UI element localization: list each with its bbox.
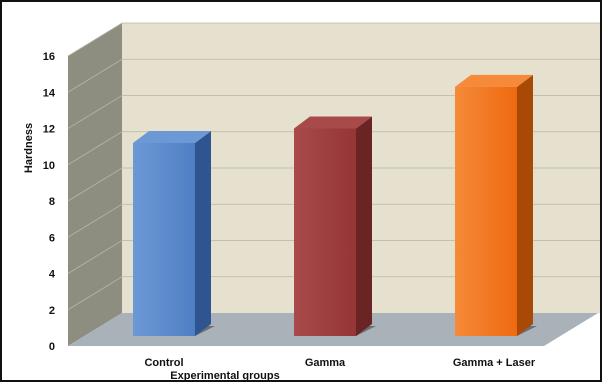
bar-front [294, 128, 356, 336]
bars-group [133, 74, 537, 336]
bar-gamma [294, 116, 376, 336]
gridline [67, 276, 600, 311]
y-tick-label: 4 [49, 269, 56, 281]
gridline [67, 167, 600, 202]
bar-top [455, 74, 533, 87]
x-tick-labels: Control Gamma Gamma + Laser [144, 357, 535, 369]
gridline [67, 95, 600, 129]
bar-gamma-laser [455, 74, 537, 336]
gridlines [67, 22, 600, 311]
y-tick-label: 12 [43, 124, 55, 136]
bar-control [133, 131, 215, 336]
y-tick-label: 0 [49, 341, 55, 353]
y-tick-label: 16 [43, 51, 55, 63]
gridline [67, 203, 600, 238]
y-tick-labels: 0 2 4 6 8 10 12 14 16 [43, 51, 56, 353]
bar-top [294, 116, 372, 129]
y-tick-label: 14 [43, 87, 56, 99]
bar-side [195, 131, 211, 336]
y-tick-label: 6 [49, 232, 55, 244]
x-axis-title: Experimental groups [170, 370, 279, 382]
gridline [67, 131, 600, 166]
bar-front [133, 143, 195, 336]
y-axis-title: Hardness [23, 123, 35, 173]
x-tick-label: Gamma [305, 357, 346, 369]
bar-side [517, 74, 533, 336]
gridline [67, 240, 600, 274]
y-tick-label: 8 [49, 196, 55, 208]
bar-front [455, 86, 517, 336]
x-tick-label: Control [144, 357, 183, 369]
gridline [67, 22, 600, 57]
gridline [67, 58, 600, 93]
bar-top [133, 131, 211, 143]
y-tick-label: 2 [49, 305, 55, 317]
x-tick-label: Gamma + Laser [453, 357, 536, 369]
y-tick-label: 10 [43, 160, 55, 172]
bar-side [356, 116, 372, 336]
